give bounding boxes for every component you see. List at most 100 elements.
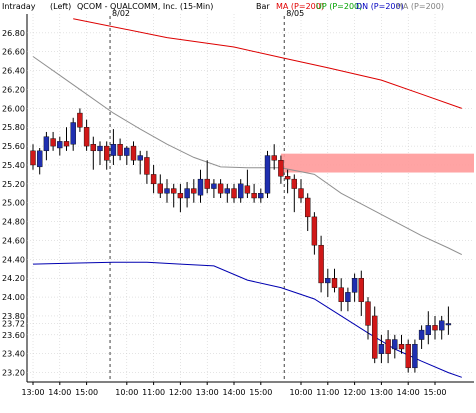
candle-body <box>278 160 284 177</box>
candle <box>144 150 150 184</box>
candle <box>103 141 110 170</box>
candle <box>358 270 364 316</box>
candle-body <box>271 155 277 161</box>
candle-body <box>318 244 324 284</box>
candle-body <box>110 144 117 156</box>
candle-body <box>144 157 150 175</box>
candle-body <box>237 183 244 199</box>
candle-body <box>365 301 371 326</box>
candle <box>177 183 184 213</box>
candle-body <box>331 278 338 288</box>
candle-body <box>211 183 217 189</box>
y-tick-label: 26.00 <box>2 104 25 113</box>
candle-body <box>177 193 184 199</box>
y-tick-label: 24.80 <box>2 218 25 227</box>
candle <box>63 127 70 151</box>
legend-entry: MA (P=200) <box>396 2 444 11</box>
candle-body <box>291 178 297 189</box>
candle-body <box>244 185 251 194</box>
candle <box>197 169 204 203</box>
candle-body <box>432 325 438 331</box>
candle-body <box>305 197 311 218</box>
y-tick-label: 23.80 <box>2 312 25 321</box>
candle <box>445 306 452 335</box>
candle-body <box>90 144 97 152</box>
candle <box>110 129 117 165</box>
candle-body <box>345 292 351 302</box>
candle <box>164 179 170 203</box>
ma-gray-line <box>32 56 463 256</box>
candle <box>398 334 405 354</box>
candle <box>378 334 385 364</box>
y-tick-label: 24.00 <box>2 293 25 302</box>
candle-body <box>57 141 63 149</box>
candle <box>365 297 371 340</box>
candle-body <box>70 122 76 145</box>
x-tick-label: 14:00 <box>222 388 245 397</box>
candle <box>237 179 244 203</box>
resistance-zone <box>280 153 474 173</box>
candle-body <box>83 127 90 147</box>
candle <box>90 136 97 170</box>
candle <box>439 315 445 340</box>
candle <box>150 164 157 194</box>
candle <box>251 183 257 203</box>
candle <box>271 144 277 170</box>
candle-body <box>164 188 170 194</box>
ma-red-line <box>73 18 462 109</box>
candle <box>157 174 164 198</box>
candle <box>338 278 344 312</box>
candle-body <box>130 145 137 161</box>
candle <box>331 268 338 293</box>
candle-body <box>445 323 452 326</box>
y-tick-label: 23.60 <box>2 331 25 340</box>
candle <box>385 330 391 364</box>
candle <box>318 235 324 293</box>
candle <box>204 160 210 194</box>
chart-type-label: Bar <box>256 2 270 11</box>
session-date-label: 8/05 <box>286 9 304 18</box>
y-tick-label: 26.80 <box>2 29 25 38</box>
y-tick-label: 25.20 <box>2 180 25 189</box>
candle-body <box>43 136 50 152</box>
candle-body <box>284 176 291 180</box>
plot-area: 26.80 26.60 26.40 26.20 26.00 25.80 25.60 25.40… <box>2 9 474 397</box>
candle <box>117 138 123 161</box>
candle <box>244 169 251 198</box>
x-tick-label: 15:00 <box>75 388 98 397</box>
x-tick-label: 14:00 <box>48 388 71 397</box>
candle <box>258 188 264 203</box>
candle <box>372 306 378 364</box>
candle-body <box>63 141 70 147</box>
candle-body <box>224 188 231 194</box>
candle <box>432 315 438 340</box>
x-tick-label: 10:00 <box>289 388 312 397</box>
candle <box>425 311 431 345</box>
x-tick-label: 13:00 <box>21 388 44 397</box>
candle <box>83 119 90 151</box>
ma-blue-line <box>32 261 462 378</box>
candle-body <box>251 193 257 199</box>
candle <box>50 131 56 151</box>
candle <box>231 183 237 203</box>
x-tick-label: 15:00 <box>423 388 446 397</box>
candle-body <box>191 188 197 194</box>
candle-body <box>385 339 391 354</box>
y-tick-label: 24.20 <box>2 274 25 283</box>
y-tick-label: 24.40 <box>2 255 25 264</box>
x-tick-label: 11:00 <box>142 388 165 397</box>
x-tick-label: 13:00 <box>196 388 219 397</box>
candle <box>284 169 291 194</box>
y-tick-label: 25.80 <box>2 123 25 132</box>
candle <box>305 193 311 232</box>
x-tick-label: 15:00 <box>249 388 272 397</box>
candle-body <box>412 344 418 369</box>
candle <box>170 183 177 208</box>
candle <box>191 179 197 203</box>
candle-body <box>258 193 264 199</box>
candle-body <box>30 150 36 166</box>
candle <box>325 268 331 298</box>
candle <box>405 339 411 373</box>
